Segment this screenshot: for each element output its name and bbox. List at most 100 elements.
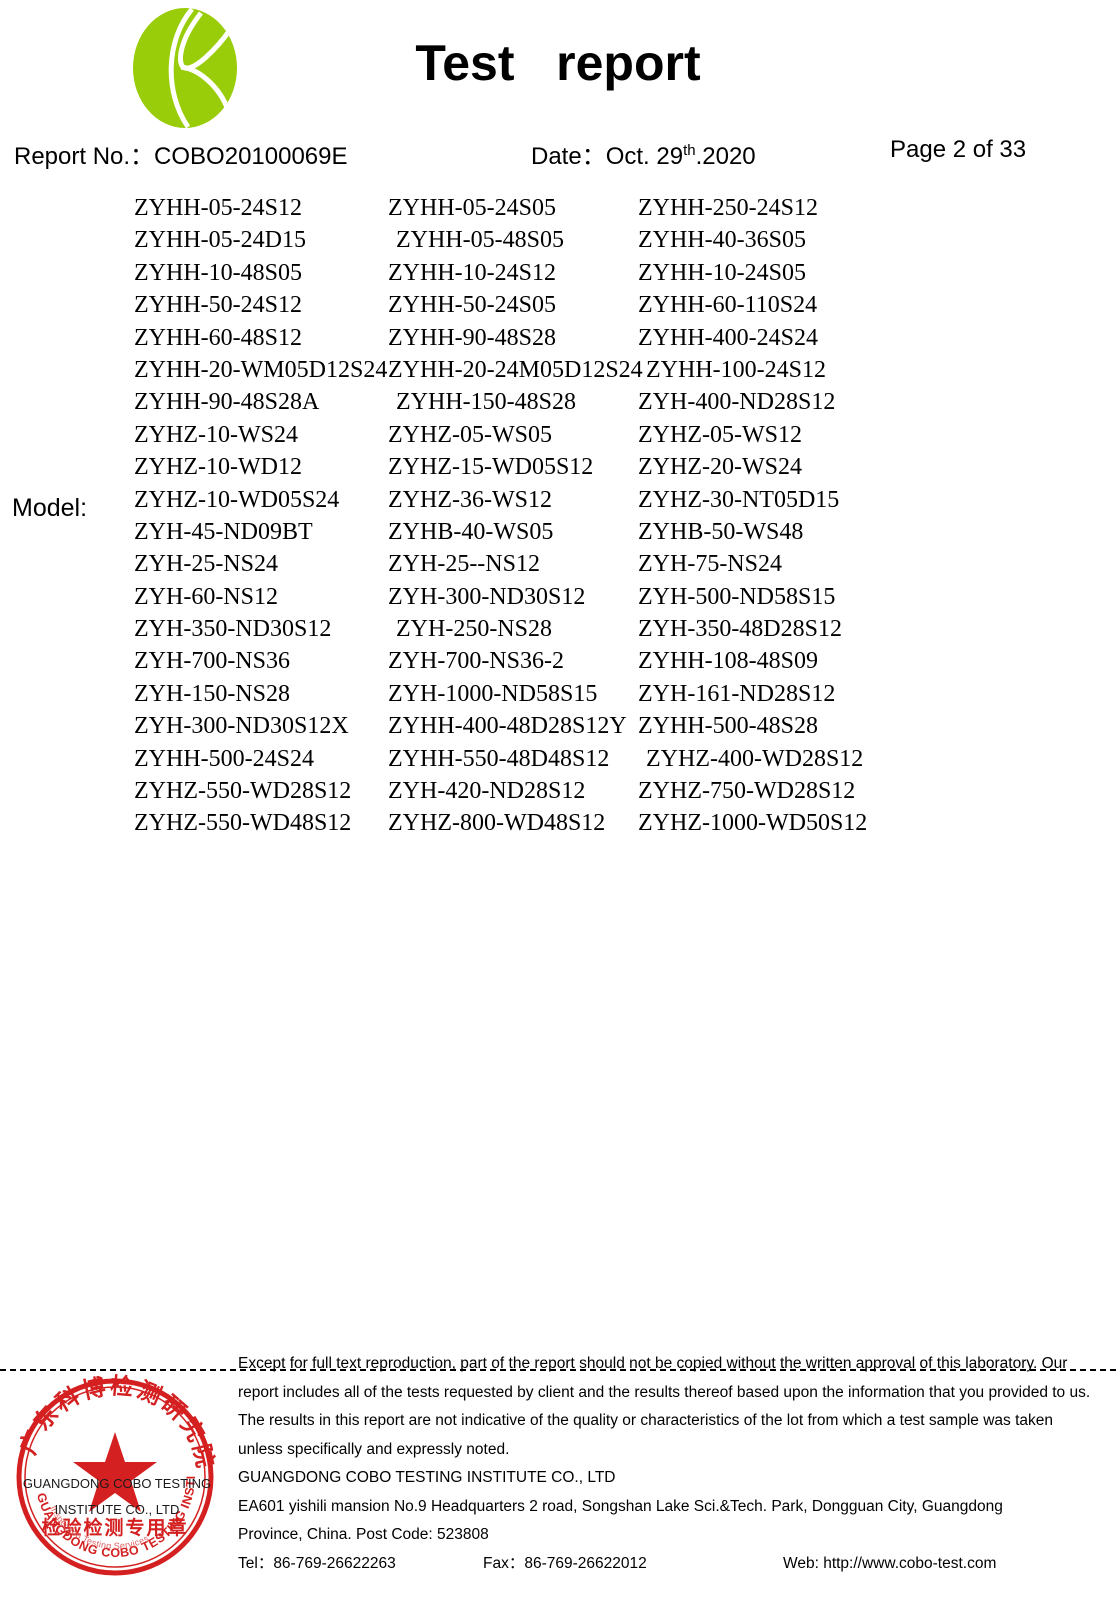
model-cell: ZYHH-100-24S12 [646, 356, 826, 383]
model-cell: ZYH-75-NS24 [638, 551, 782, 578]
model-cell: ZYHH-400-48D28S12Y [388, 713, 627, 740]
report-date-suffix: .2020 [695, 143, 756, 170]
report-number: Report No.：COBO20100069E [14, 143, 348, 170]
model-cell: ZYHH-150-48S28 [396, 389, 576, 416]
model-cell: ZYH-300-ND30S12 [388, 583, 586, 610]
model-row: ZYHH-05-24S12 ZYHH-05-24S05 ZYHH-250-24S12 [120, 192, 920, 224]
model-row: ZYHH-10-48S05 ZYHH-10-24S12 ZYHH-10-24S05 [120, 257, 920, 289]
footer-address-line: Province, China. Post Code: 523808 [238, 1526, 489, 1543]
model-cell: ZYHZ-10-WD05S24 [134, 486, 340, 513]
model-cell: ZYHH-60-110S24 [638, 292, 818, 319]
model-row: ZYHH-05-24D15 ZYHH-05-48S05 ZYHH-40-36S05 [120, 224, 920, 256]
model-cell: ZYH-350-ND30S12 [134, 616, 332, 643]
five-point-star-icon [73, 1432, 157, 1512]
model-row: ZYHZ-10-WD12 ZYHZ-15-WD05S12 ZYHZ-20-WS24 [120, 451, 920, 483]
footer-telephone: Tel：86-769-26622263 [238, 1554, 396, 1572]
model-cell: ZYHH-05-24D15 [134, 227, 306, 254]
model-cell: ZYHZ-400-WD28S12 [646, 745, 864, 772]
cobo-leaf-logo-icon [122, 6, 248, 130]
model-cell: ZYH-250-NS28 [396, 616, 552, 643]
footer-disclaimer-line: The results in this report are not indic… [238, 1412, 1053, 1429]
page-title: Test report [415, 35, 701, 91]
company-seal-stamp: 广东科博检测研究院有限公司 检验检测专用章 GUANGDONG COBO TES… [8, 1370, 222, 1584]
model-cell: ZYHH-10-48S05 [134, 259, 302, 286]
model-cell: ZYHH-10-24S12 [388, 259, 556, 286]
model-row: ZYHH-500-24S24 ZYHH-550-48D48S12 ZYHZ-400-… [120, 743, 920, 775]
model-cell: ZYHZ-30-NT05D15 [638, 486, 840, 513]
footer-fax: Fax：86-769-26622012 [483, 1554, 647, 1572]
model-cell: ZYHB-50-WS48 [638, 518, 804, 545]
report-info-row: Report No.：COBO20100069E Date：Oct. 29th.… [0, 136, 1116, 170]
model-cell: ZYHZ-36-WS12 [388, 486, 552, 513]
model-cell: ZYHH-20-WM05D12S24 [134, 356, 388, 383]
model-cell: ZYH-25--NS12 [388, 551, 540, 578]
model-cell: ZYH-45-ND09BT [134, 518, 313, 545]
model-cell: ZYHH-60-48S12 [134, 324, 302, 351]
model-cell: ZYH-700-NS36-2 [388, 648, 564, 675]
model-cell: ZYHH-108-48S09 [638, 648, 818, 675]
model-cell: ZYH-700-NS36 [134, 648, 290, 675]
model-row: ZYH-150-NS28 ZYH-1000-ND58S15 ZYH-161-ND28… [120, 678, 920, 710]
model-cell: ZYH-300-ND30S12X [134, 713, 349, 740]
model-cell: ZYH-60-NS12 [134, 583, 278, 610]
model-cell: ZYHZ-20-WS24 [638, 454, 802, 481]
model-list-table: ZYHH-05-24S12 ZYHH-05-24S05 ZYHH-250-24S12… [120, 192, 920, 840]
model-cell: ZYHH-400-24S24 [638, 324, 818, 351]
model-cell: ZYHH-50-24S12 [134, 292, 302, 319]
footer-disclaimer-line: unless specifically and expressly noted. [238, 1440, 510, 1458]
model-cell: ZYH-500-ND58S15 [638, 583, 836, 610]
model-cell: ZYHH-500-24S24 [134, 745, 314, 772]
model-cell: ZYHH-05-24S12 [134, 195, 302, 221]
model-row: ZYHZ-550-WD48S12 ZYHZ-800-WD48S12 ZYHZ-100… [120, 807, 920, 839]
model-cell: ZYHH-05-48S05 [396, 227, 564, 254]
report-date-ordinal: th [683, 142, 696, 159]
model-cell: ZYH-420-ND28S12 [388, 778, 586, 805]
footer-block: Except for full text reproduction, part … [238, 1350, 1090, 1578]
footer-address-line: EA601 yishili mansion No.9 Headquarters … [238, 1497, 1003, 1515]
footer-divider [0, 1369, 1116, 1371]
model-cell: ZYHH-20-24M05D12S24 [388, 356, 643, 383]
model-cell: ZYH-350-48D28S12 [638, 616, 842, 643]
model-cell: ZYHH-500-48S28 [638, 713, 818, 740]
model-cell: ZYHZ-800-WD48S12 [388, 810, 606, 837]
model-row: ZYH-700-NS36 ZYH-700-NS36-2 ZYHH-108-48S09 [120, 645, 920, 677]
model-cell: ZYHZ-10-WD12 [134, 454, 302, 481]
report-date: Date：Oct. 29th.2020 [531, 136, 756, 171]
page-indicator: Page 2 of 33 [890, 136, 1027, 163]
model-cell: ZYHH-05-24S05 [388, 195, 556, 221]
model-row: ZYHZ-550-WD28S12 ZYH-420-ND28S12 ZYHZ-750-… [120, 775, 920, 807]
footer-website[interactable]: Web: http://www.cobo-test.com [783, 1554, 997, 1572]
model-cell: ZYHZ-550-WD28S12 [134, 778, 352, 805]
model-row: ZYHH-20-WM05D12S24 ZYHH-20-24M05D12S24 ZYH… [120, 354, 920, 386]
model-cell: ZYHZ-05-WS05 [388, 421, 552, 448]
model-row: ZYHH-60-48S12 ZYHH-90-48S28 ZYHH-400-24S24 [120, 322, 920, 354]
report-date-prefix: Date：Oct. 29 [531, 143, 684, 170]
model-cell: ZYHH-50-24S05 [388, 292, 556, 319]
model-row: ZYHZ-10-WD05S24 ZYHZ-36-WS12 ZYHZ-30-NT05D… [120, 484, 920, 516]
model-row: ZYH-45-ND09BT ZYHB-40-WS05 ZYHB-50-WS48 [120, 516, 920, 548]
model-row: ZYHH-90-48S28A ZYHH-150-48S28 ZYH-400-ND28… [120, 386, 920, 418]
model-label: Model: [12, 494, 88, 522]
footer-contact-row: Tel：86-769-26622263 Fax：86-769-26622012 … [238, 1550, 1090, 1579]
model-cell: ZYH-1000-ND58S15 [388, 680, 598, 707]
model-cell: ZYH-400-ND28S12 [638, 389, 836, 416]
footer-disclaimer-line: report includes all of the tests request… [238, 1383, 1091, 1401]
model-cell: ZYHZ-1000-WD50S12 [638, 810, 868, 837]
model-row: ZYH-300-ND30S12X ZYHH-400-48D28S12Y ZYHH-5… [120, 710, 920, 742]
model-cell: ZYH-25-NS24 [134, 551, 278, 578]
model-row: ZYHH-50-24S12 ZYHH-50-24S05 ZYHH-60-110S24 [120, 289, 920, 321]
model-cell: ZYH-161-ND28S12 [638, 680, 836, 707]
footer-disclaimer-line: Except for full text reproduction, part … [238, 1355, 1068, 1372]
model-cell: ZYHZ-750-WD28S12 [638, 778, 856, 805]
footer-company-name: GUANGDONG COBO TESTING INSTITUTE CO., LT… [238, 1469, 616, 1486]
model-row: ZYH-350-ND30S12 ZYH-250-NS28 ZYH-350-48D28… [120, 613, 920, 645]
svg-text:检验检测专用章: 检验检测专用章 [41, 1516, 188, 1539]
model-cell: ZYHB-40-WS05 [388, 518, 554, 545]
model-cell: ZYHH-10-24S05 [638, 259, 806, 286]
model-row: ZYHZ-10-WS24 ZYHZ-05-WS05 ZYHZ-05-WS12 [120, 419, 920, 451]
model-row: ZYH-25-NS24 ZYH-25--NS12 ZYH-75-NS24 [120, 548, 920, 580]
model-cell: ZYHZ-15-WD05S12 [388, 454, 594, 481]
model-row: ZYH-60-NS12 ZYH-300-ND30S12 ZYH-500-ND58S1… [120, 581, 920, 613]
model-cell: ZYHH-250-24S12 [638, 195, 818, 221]
